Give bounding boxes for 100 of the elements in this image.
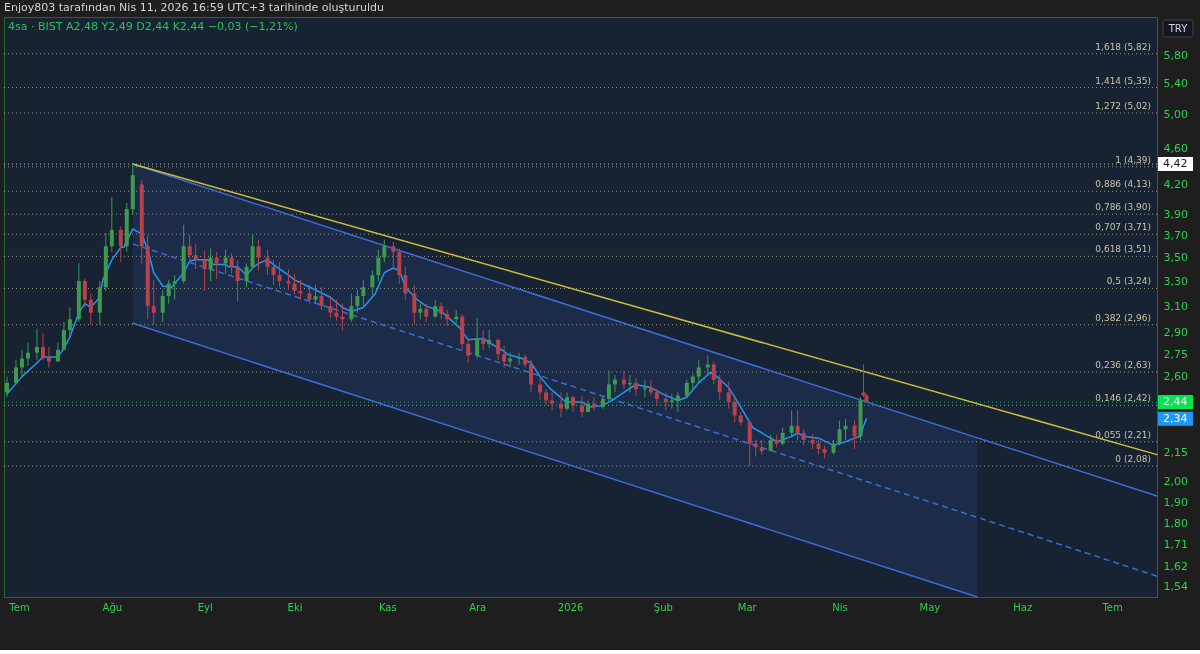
- ref-line-label: 1 (4,39): [1115, 154, 1151, 165]
- candlestick: [361, 279, 366, 307]
- candlestick: [711, 361, 716, 385]
- candlestick: [654, 388, 659, 406]
- y-tick-label: 1,54: [1163, 579, 1188, 593]
- candlestick: [633, 377, 638, 397]
- candlestick: [391, 241, 396, 270]
- candlestick: [151, 279, 156, 326]
- x-tick-label: Kas: [378, 601, 397, 613]
- candlestick: [565, 391, 570, 411]
- candlestick: [496, 337, 501, 361]
- candlestick: [4, 376, 9, 398]
- candlestick: [789, 409, 794, 437]
- candlestick: [696, 359, 701, 384]
- candlestick: [571, 395, 576, 413]
- candlestick: [559, 391, 564, 418]
- ref-line-label: 0,236 (2,63): [1095, 360, 1151, 371]
- candlestick: [55, 342, 60, 363]
- candlestick: [172, 274, 177, 301]
- candlestick: [529, 359, 534, 393]
- candlestick: [376, 249, 381, 282]
- candlestick: [202, 250, 207, 292]
- candlestick: [403, 266, 408, 301]
- candlestick: [726, 380, 731, 410]
- candlestick: [208, 247, 213, 282]
- candlestick: [13, 359, 18, 385]
- y-tick-label: 5,80: [1163, 48, 1188, 62]
- ref-line-label: 0,786 (3,90): [1095, 202, 1151, 213]
- candlestick: [424, 303, 429, 323]
- y-tick-label: 1,62: [1163, 559, 1188, 573]
- candlestick: [166, 279, 171, 305]
- y-tick-label: 2,34: [1163, 411, 1188, 425]
- candlestick: [250, 234, 255, 270]
- y-tick-label: 4,60: [1163, 141, 1188, 155]
- y-tick-label: 2,00: [1163, 475, 1188, 489]
- ref-line-label: 0,5 (3,24): [1106, 276, 1151, 287]
- text: TRY: [1167, 23, 1189, 34]
- candlestick: [747, 420, 752, 467]
- candlestick: [109, 196, 114, 253]
- candlestick: [88, 292, 93, 326]
- candlestick: [349, 292, 354, 323]
- candlestick: [861, 363, 866, 398]
- candlestick: [837, 420, 842, 446]
- y-tick-label: 4,42: [1163, 157, 1188, 171]
- x-tick-label: Tem: [1101, 601, 1123, 613]
- ref-line-label: 0,382 (2,96): [1095, 312, 1151, 323]
- x-tick-label: May: [919, 601, 941, 613]
- candlestick: [355, 289, 360, 314]
- x-tick-label: Eki: [287, 601, 303, 613]
- y-tick-label: 3,30: [1163, 274, 1188, 288]
- candlestick: [370, 269, 375, 296]
- y-tick-label: 2,75: [1163, 347, 1188, 361]
- candlestick: [160, 289, 165, 323]
- x-tick-label: Nis: [832, 601, 848, 613]
- chart-title: Enjoy803 tarafından Nis 11, 2026 16:59 UTC+3 tarihinde oluşturuldu: [4, 1, 384, 14]
- candlestick: [229, 252, 234, 275]
- x-tick-label: Eyl: [197, 601, 213, 613]
- x-tick-label: Tem: [8, 601, 30, 613]
- candlestick: [187, 234, 192, 263]
- candlestick: [277, 261, 282, 288]
- candlestick: [795, 409, 800, 441]
- candlestick: [40, 332, 45, 361]
- x-tick-label: 2026: [557, 601, 584, 613]
- ref-line-label: 0,618 (3,51): [1095, 244, 1151, 255]
- candlestick: [538, 377, 543, 401]
- x-tick-label: Şub: [653, 601, 673, 613]
- ref-line-label: 0,886 (4,13): [1095, 179, 1151, 190]
- y-tick-label: 3,50: [1163, 251, 1188, 265]
- candlestick: [397, 247, 402, 285]
- candlestick: [82, 278, 87, 308]
- candlestick: [508, 352, 513, 368]
- candlestick: [25, 342, 30, 367]
- candlestick: [591, 396, 596, 411]
- candlestick: [235, 259, 240, 302]
- candlestick: [663, 391, 668, 411]
- candlestick: [46, 346, 51, 368]
- candlestick: [382, 239, 387, 263]
- candlestick: [307, 284, 312, 305]
- candlestick: [412, 284, 417, 326]
- y-tick-label: 3,70: [1163, 228, 1188, 242]
- candlestick: [67, 306, 72, 338]
- candlestick: [286, 268, 291, 291]
- candlestick: [292, 273, 297, 296]
- ref-line-label: 1,618 (5,82): [1095, 41, 1151, 52]
- candlestick: [475, 317, 480, 360]
- candlestick: [517, 352, 522, 365]
- y-tick-label: 1,80: [1163, 517, 1188, 531]
- chart-subtitle: 4sa · BIST A2,48 Y2,49 D2,44 K2,44 −0,03 (−1,21%): [8, 20, 298, 33]
- candlestick: [550, 391, 555, 411]
- candlestick: [193, 243, 198, 270]
- y-tick-label: 2,60: [1163, 370, 1188, 384]
- ref-line-label: 1,414 (5,35): [1095, 75, 1151, 86]
- ref-line-label: 1,272 (5,02): [1095, 101, 1151, 112]
- candlestick: [265, 249, 270, 276]
- candlestick: [328, 295, 333, 319]
- y-tick-label: 1,71: [1163, 538, 1188, 552]
- candlestick: [481, 329, 486, 351]
- candlestick: [313, 284, 318, 305]
- y-tick-label: 4,20: [1163, 178, 1188, 191]
- x-tick-label: Ağu: [102, 601, 123, 613]
